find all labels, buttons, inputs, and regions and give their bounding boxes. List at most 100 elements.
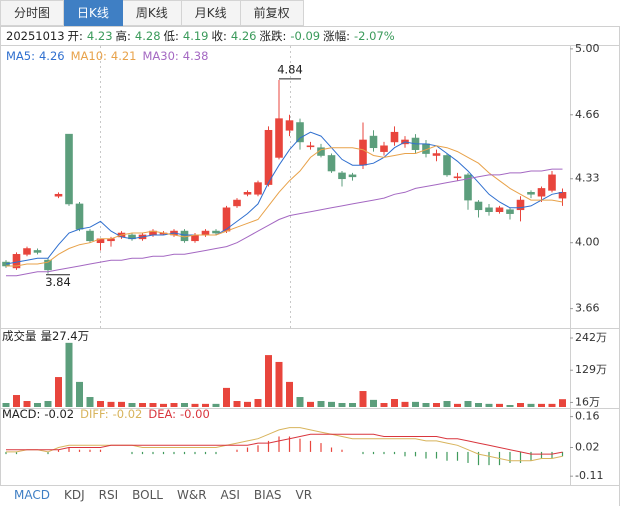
- volume-bar: [317, 401, 325, 407]
- legend-value: 4.21: [111, 49, 137, 63]
- candle-body: [75, 203, 84, 230]
- volume-bar: [548, 403, 556, 407]
- volume-bar: [559, 399, 566, 407]
- candle-body: [453, 176, 462, 179]
- readout-label: 开:: [68, 29, 83, 43]
- candle-body: [338, 172, 346, 180]
- volume-bar: [286, 381, 293, 407]
- candle-body: [464, 174, 472, 201]
- indicator-tab[interactable]: KDJ: [63, 488, 85, 502]
- volume-bar: [338, 403, 346, 407]
- volume-bar: [233, 401, 241, 407]
- readout-value: 4.23: [87, 29, 113, 43]
- tab[interactable]: 分时图: [0, 0, 65, 26]
- readout-value: 4.26: [231, 29, 257, 43]
- readout-value: -2.07%: [354, 29, 395, 43]
- volume-bar: [34, 403, 41, 407]
- candle-body: [527, 192, 535, 195]
- tab[interactable]: 月K线: [181, 0, 241, 26]
- tab[interactable]: 前复权: [240, 0, 304, 26]
- indicator-tab[interactable]: RSI: [98, 488, 119, 502]
- volume-bar: [202, 403, 209, 407]
- candle-body: [243, 192, 252, 195]
- y-tick-label: 5.00: [575, 42, 600, 55]
- frame: [0, 26, 620, 506]
- volume-bar: [443, 401, 451, 407]
- candle-body: [296, 122, 304, 143]
- indicator-tab[interactable]: W&R: [176, 488, 207, 502]
- candle-body: [65, 133, 73, 205]
- tab-active[interactable]: 日K线: [64, 0, 123, 26]
- readout-value: -0.09: [290, 29, 320, 43]
- candle-body: [54, 193, 63, 197]
- volume-bar: [307, 401, 314, 407]
- macd-line: [6, 427, 563, 462]
- indicator-tab[interactable]: BOLL: [132, 488, 163, 502]
- readout-name: MACD:: [2, 407, 40, 421]
- tab[interactable]: 周K线: [122, 0, 182, 26]
- volume-bar: [181, 403, 188, 407]
- y-tick-label: -0.11: [575, 469, 603, 482]
- readout-label: 涨幅:: [323, 29, 350, 43]
- indicator-tab[interactable]: VR: [295, 488, 313, 502]
- ma-line: [6, 145, 563, 267]
- readout-value: -0.02: [113, 407, 143, 421]
- volume-bar: [149, 403, 157, 407]
- volume-readout: 成交量 量27.4万: [2, 329, 89, 343]
- volume-bar: [212, 403, 220, 407]
- readout-label: 涨跌:: [259, 29, 286, 43]
- indicator-tab[interactable]: BIAS: [253, 488, 282, 502]
- candle-body: [327, 155, 336, 172]
- indicator-tab-active[interactable]: MACD: [14, 488, 50, 502]
- volume-bar: [107, 401, 115, 407]
- y-tick-label: 242万: [575, 331, 607, 344]
- volume-bar: [76, 381, 83, 407]
- volume-bar: [191, 403, 199, 407]
- indicator-tabs: MACD KDJ RSI BOLL W&R ASI BIAS VR: [14, 486, 312, 504]
- legend-name: MA5:: [6, 49, 35, 63]
- volume-bar: [254, 399, 262, 407]
- readout-label: 低:: [164, 29, 179, 43]
- candle-body: [275, 118, 283, 158]
- y-tick-label: 4.00: [575, 236, 600, 249]
- ma-line: [6, 168, 563, 277]
- readout-label: 高:: [116, 29, 131, 43]
- y-tick-label: 16万: [575, 395, 600, 408]
- candle-body: [233, 199, 241, 207]
- candle-body: [33, 250, 42, 253]
- volume-bar: [13, 395, 20, 407]
- candle-body: [23, 248, 31, 255]
- volume-bar: [97, 401, 104, 407]
- candle-body: [474, 201, 483, 211]
- volume-bar: [2, 403, 10, 407]
- candle-body: [537, 188, 546, 197]
- candle-body: [443, 155, 451, 176]
- volume-bar: [527, 403, 535, 407]
- candle-body: [86, 230, 94, 242]
- volume-value: 量27.4万: [41, 329, 90, 343]
- y-tick-label: 3.66: [575, 302, 600, 315]
- legend-name: MA10:: [71, 49, 107, 63]
- volume-bar: [275, 361, 283, 407]
- volume-bar: [401, 401, 409, 407]
- volume-bar: [475, 403, 482, 407]
- volume-bar: [328, 401, 335, 407]
- candle-body: [317, 147, 325, 156]
- volume-bar: [422, 403, 430, 407]
- min-label: 3.84: [45, 275, 71, 289]
- legend-value: 4.38: [183, 49, 209, 63]
- indicator-tab[interactable]: ASI: [220, 488, 240, 502]
- volume-bar: [265, 355, 272, 407]
- volume-bar: [454, 403, 461, 407]
- macd-line: [6, 433, 563, 455]
- macd-readout: MACD: -0.02 DIFF: -0.02 DEA: -0.00: [2, 407, 210, 421]
- y-tick-label: 0.02: [575, 441, 600, 454]
- y-tick-label: 4.66: [575, 108, 600, 121]
- volume-bar: [370, 399, 377, 407]
- volume-bar: [223, 387, 230, 407]
- volume-bar: [170, 403, 178, 407]
- candle-body: [306, 145, 315, 148]
- legend-value: 4.26: [39, 49, 65, 63]
